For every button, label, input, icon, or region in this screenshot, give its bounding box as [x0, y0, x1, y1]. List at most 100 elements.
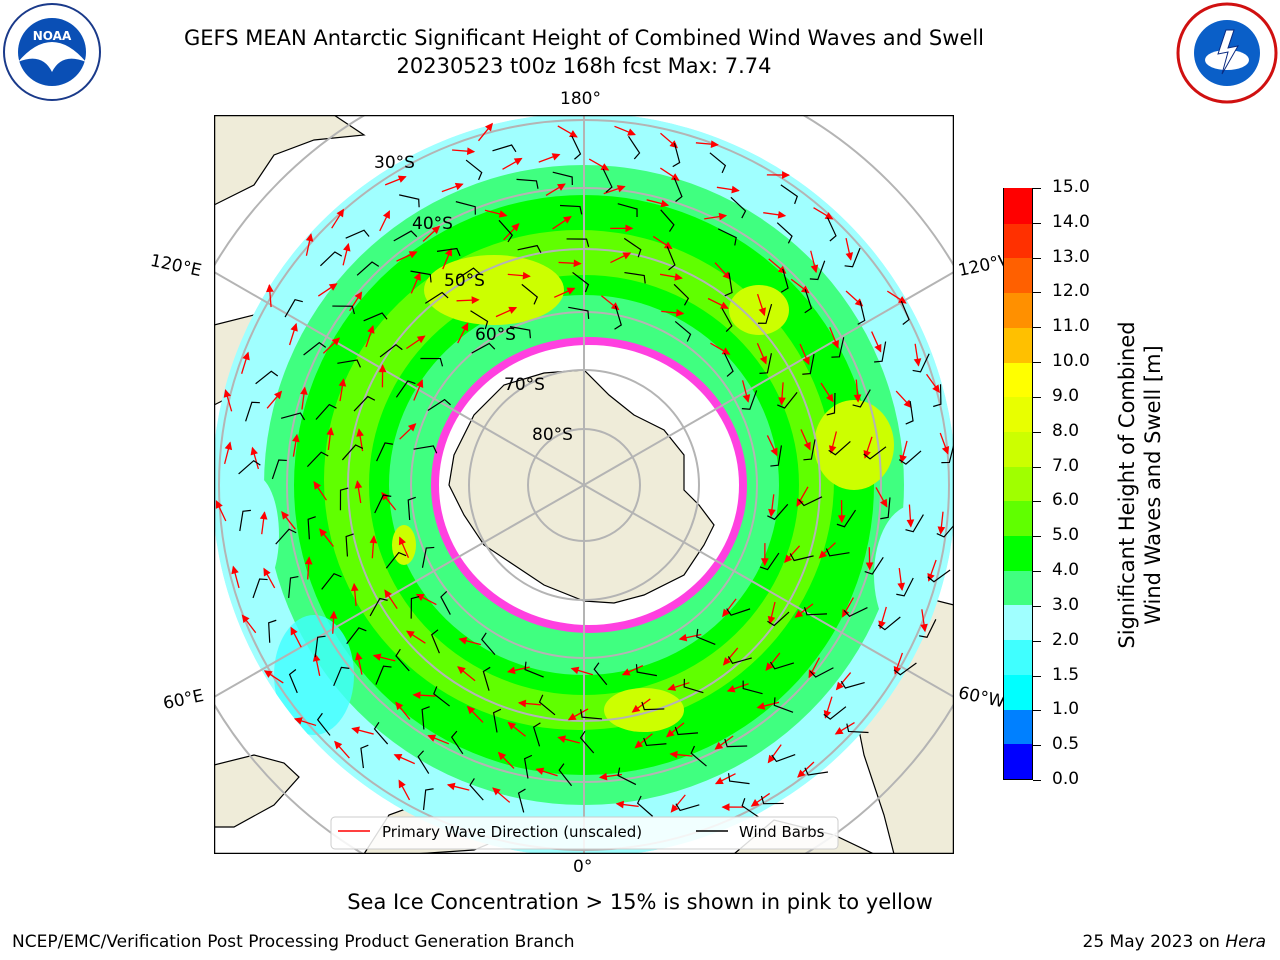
wave-arrow-head: [454, 182, 464, 191]
wave-arrow-head: [507, 721, 517, 730]
wind-barb: [933, 384, 942, 408]
wind-barb: [636, 795, 654, 817]
colorbar-tick: [1033, 605, 1041, 607]
wind-barb: [470, 310, 489, 330]
wind-barb: [315, 403, 337, 420]
wind-barb: [455, 201, 476, 215]
wave-arrow-head: [756, 702, 766, 710]
wind-barb: [674, 320, 692, 342]
wave-arrow-head: [281, 511, 290, 520]
wind-barb: [427, 398, 451, 412]
wind-barb: [770, 445, 783, 467]
wind-barb: [628, 135, 641, 160]
colorbar-tick-label: 0.0: [1052, 769, 1080, 789]
wind-barb: [440, 590, 451, 615]
colorbar-segment: [1004, 639, 1032, 675]
colorbar-tick: [1033, 640, 1041, 642]
wind-barb: [346, 627, 367, 645]
colorbar-tick: [1033, 362, 1041, 364]
wind-barb: [482, 666, 491, 691]
colorbar-tick: [1033, 466, 1041, 468]
noaa-logo: NOAA: [3, 3, 101, 101]
wind-barb: [571, 135, 582, 160]
wave-arrow-head: [457, 666, 466, 675]
wind-barb: [804, 289, 813, 314]
wave-arrow-head: [471, 296, 480, 304]
wave-arrow-head: [406, 630, 415, 639]
wind-barb: [333, 666, 350, 687]
wind-barb: [239, 509, 251, 532]
wind-barb: [433, 686, 450, 707]
wave-arrow-head: [384, 589, 392, 599]
wind-barb: [356, 261, 380, 276]
wave-arrow-head: [768, 508, 776, 518]
wind-barb: [717, 228, 737, 246]
wave-arrow-head: [336, 208, 345, 218]
wind-barb: [803, 439, 816, 461]
wave-arrow-head: [897, 582, 906, 591]
lat-label-30: 30°S: [374, 153, 415, 173]
wave-arrow-head: [412, 691, 421, 700]
wave-arrow-head: [458, 637, 468, 645]
wind-barb: [673, 177, 683, 202]
wave-arrow-head: [828, 445, 837, 454]
colorbar-tick-label: 6.0: [1052, 490, 1080, 511]
wave-arrow-head: [759, 355, 767, 365]
wave-arrow-head: [511, 223, 520, 232]
wind-barb: [552, 171, 573, 186]
wave-arrow-head: [259, 511, 268, 520]
wind-barb: [288, 575, 299, 598]
wind-barb: [624, 271, 646, 284]
colorbar-tick: [1033, 292, 1041, 294]
wave-arrow-head: [710, 140, 719, 148]
lon-label-0: 0°: [573, 857, 593, 877]
wind-barb: [741, 798, 760, 818]
wind-barb: [450, 730, 464, 755]
colorbar-tick-label: 3.0: [1052, 594, 1080, 615]
nws-logo: [1176, 2, 1278, 104]
wind-barb: [771, 754, 796, 763]
colorbar-tick-label: 10.0: [1052, 351, 1090, 372]
wave-arrow-head: [223, 389, 232, 398]
wind-barb: [498, 219, 514, 243]
wind-barb: [280, 412, 306, 421]
wind-barb: [345, 533, 354, 557]
colorbar-tick: [1033, 501, 1041, 503]
wave-arrow-head: [263, 567, 271, 577]
wave-arrow-head: [397, 175, 407, 183]
wave-arrow-head: [378, 364, 387, 373]
colorbar-tick-label: 0.5: [1052, 734, 1080, 755]
lon-label-60w: 60°W: [956, 683, 1007, 713]
wind-barb: [802, 353, 815, 375]
wind-barb: [941, 442, 954, 464]
wind-barb: [379, 344, 403, 358]
wind-barb: [936, 524, 954, 538]
wave-arrow-head: [570, 666, 580, 675]
wind-barb: [912, 353, 930, 373]
wind-barb: [727, 773, 750, 785]
wave-arrow-head: [535, 767, 545, 775]
wave-arrow-head: [719, 301, 729, 309]
wave-arrow-head: [466, 705, 476, 715]
wind-barb: [424, 291, 449, 304]
wave-arrow-head: [354, 480, 363, 489]
wind-barb: [780, 184, 798, 205]
wave-arrow-head: [266, 283, 274, 293]
wave-arrow-head: [274, 390, 283, 400]
colorbar-tick: [1033, 396, 1041, 398]
wave-arrow-head: [874, 343, 882, 353]
wind-barb: [572, 271, 590, 293]
wave-arrow-head: [498, 210, 508, 218]
wave-arrow-head: [331, 337, 341, 346]
date-text: 25 May 2023 on Hera: [1082, 932, 1267, 952]
wave-arrow-head: [292, 433, 300, 443]
wave-arrow-head: [446, 782, 456, 791]
wind-barb: [421, 706, 430, 730]
wind-barb: [516, 178, 539, 189]
wave-arrow-head: [810, 264, 819, 274]
colorbar-segment: [1004, 570, 1032, 606]
wave-arrow-head: [356, 428, 364, 437]
wave-arrow-head: [797, 769, 806, 778]
wave-arrow-head: [445, 247, 453, 257]
wind-barb: [690, 745, 707, 767]
